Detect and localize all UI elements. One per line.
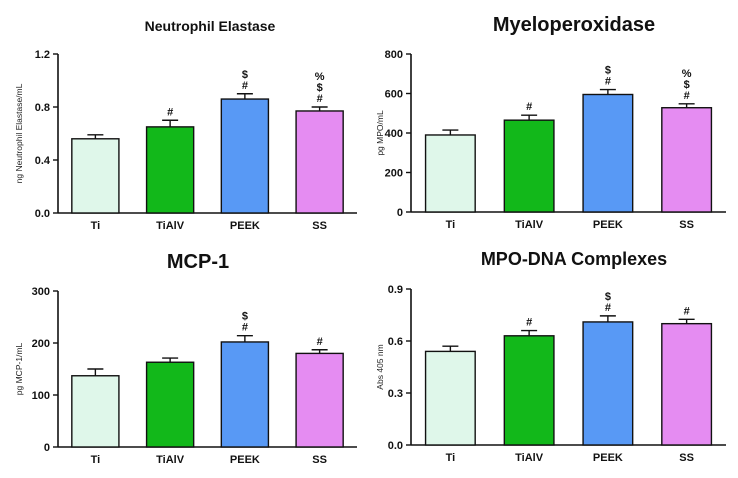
significance-marker: #: [605, 302, 611, 314]
y-tick-label: 0.0: [388, 440, 403, 452]
y-tick-label: 400: [385, 128, 403, 140]
bar-ss: [295, 352, 344, 448]
x-tick-label: SS: [312, 454, 327, 466]
y-tick-label: 0.9: [388, 284, 403, 296]
bar-tialv: [503, 335, 555, 446]
bar-peek: [582, 93, 634, 213]
y-tick-label: 200: [32, 338, 50, 350]
y-axis-title: ng Neutrophil Elastase/mL: [14, 83, 24, 183]
x-tick-label: SS: [312, 220, 327, 232]
y-tick-label: 300: [32, 286, 50, 298]
significance-marker: #: [605, 76, 611, 88]
significance-marker: #: [317, 93, 323, 105]
y-tick-label: 1.2: [35, 49, 50, 61]
significance-marker: #: [242, 322, 248, 334]
chart-mcp1: MCP-1 0 100 200 300 pg MCP-1/mL Ti TiAlV PEEK $ #…: [0, 239, 369, 478]
bar-peek: [220, 98, 270, 214]
bar-ss: [661, 322, 713, 446]
chart-title: MPO-DNA Complexes: [480, 249, 668, 269]
y-tick-label: 0.4: [35, 155, 51, 167]
bar-ti: [424, 350, 476, 446]
y-tick-label: 0: [44, 442, 50, 454]
y-tick-label: 200: [385, 168, 403, 180]
x-tick-label: PEEK: [593, 452, 623, 464]
x-tick-label: Ti: [91, 454, 101, 466]
x-tick-label: SS: [679, 452, 694, 464]
bar-ti: [71, 375, 120, 448]
significance-marker: #: [526, 317, 532, 329]
y-axis-title: pg MPO/mL: [375, 110, 385, 156]
significance-marker: #: [167, 106, 173, 118]
bar-ss: [661, 107, 713, 213]
y-tick-label: 0.3: [388, 388, 403, 400]
y-axis-title: Abs 405 nm: [375, 344, 385, 389]
chart-title: Myeloperoxidase: [492, 14, 656, 36]
x-tick-label: Ti: [446, 452, 456, 464]
bar-ti: [424, 134, 476, 213]
chart-neutrophil-elastase: Neutrophil Elastase 0.0 0.4 0.8 1.2 ng Neutr…: [0, 0, 369, 239]
y-tick-label: 0: [397, 207, 403, 219]
significance-marker: $: [684, 79, 690, 91]
significance-marker: %: [315, 71, 325, 83]
significance-marker: $: [242, 311, 248, 323]
y-tick-label: 600: [385, 89, 403, 101]
y-tick-label: 0.0: [35, 208, 50, 220]
bar-ti: [71, 138, 120, 214]
significance-marker: #: [526, 101, 532, 113]
bar-ss: [295, 110, 344, 214]
chart-mpo-dna-complexes: MPO-DNA Complexes 0.0 0.3 0.6 0.9 Abs 405 nm…: [369, 239, 738, 478]
significance-marker: #: [684, 90, 690, 102]
y-tick-label: 100: [32, 390, 50, 402]
significance-marker: #: [684, 305, 690, 317]
x-tick-label: TiAlV: [156, 454, 185, 466]
chart-plot: 0.0 0.4 0.8 1.2 ng Neutrophil Elastase/mL Ti T…: [14, 49, 357, 232]
x-tick-label: Ti: [91, 220, 101, 232]
significance-marker: $: [605, 291, 611, 303]
y-tick-label: 0.6: [388, 336, 403, 348]
x-tick-label: PEEK: [230, 220, 260, 232]
bar-tialv: [145, 361, 195, 448]
significance-marker: $: [605, 65, 611, 77]
chart-title: MCP-1: [166, 251, 230, 273]
significance-marker: %: [682, 68, 692, 80]
chart-title: Neutrophil Elastase: [144, 18, 276, 34]
y-tick-label: 800: [385, 49, 403, 61]
x-tick-label: Ti: [446, 219, 456, 231]
bar-peek: [582, 321, 634, 446]
bar-tialv: [145, 126, 195, 214]
significance-marker: $: [317, 82, 323, 94]
x-tick-label: PEEK: [230, 454, 260, 466]
x-tick-label: SS: [679, 219, 694, 231]
x-tick-label: TiAlV: [156, 220, 185, 232]
y-axis-title: pg MCP-1/mL: [14, 343, 24, 396]
x-tick-label: TiAlV: [515, 219, 544, 231]
significance-marker: $: [242, 69, 248, 81]
x-tick-label: TiAlV: [515, 452, 544, 464]
bar-peek: [220, 341, 270, 448]
significance-marker: #: [317, 336, 323, 348]
y-tick-label: 0.8: [35, 102, 50, 114]
x-tick-label: PEEK: [593, 219, 623, 231]
bar-tialv: [503, 119, 555, 213]
chart-myeloperoxidase: Myeloperoxidase 0 200 400 600 800 pg MPO/mL Ti…: [369, 0, 738, 239]
significance-marker: #: [242, 80, 248, 92]
